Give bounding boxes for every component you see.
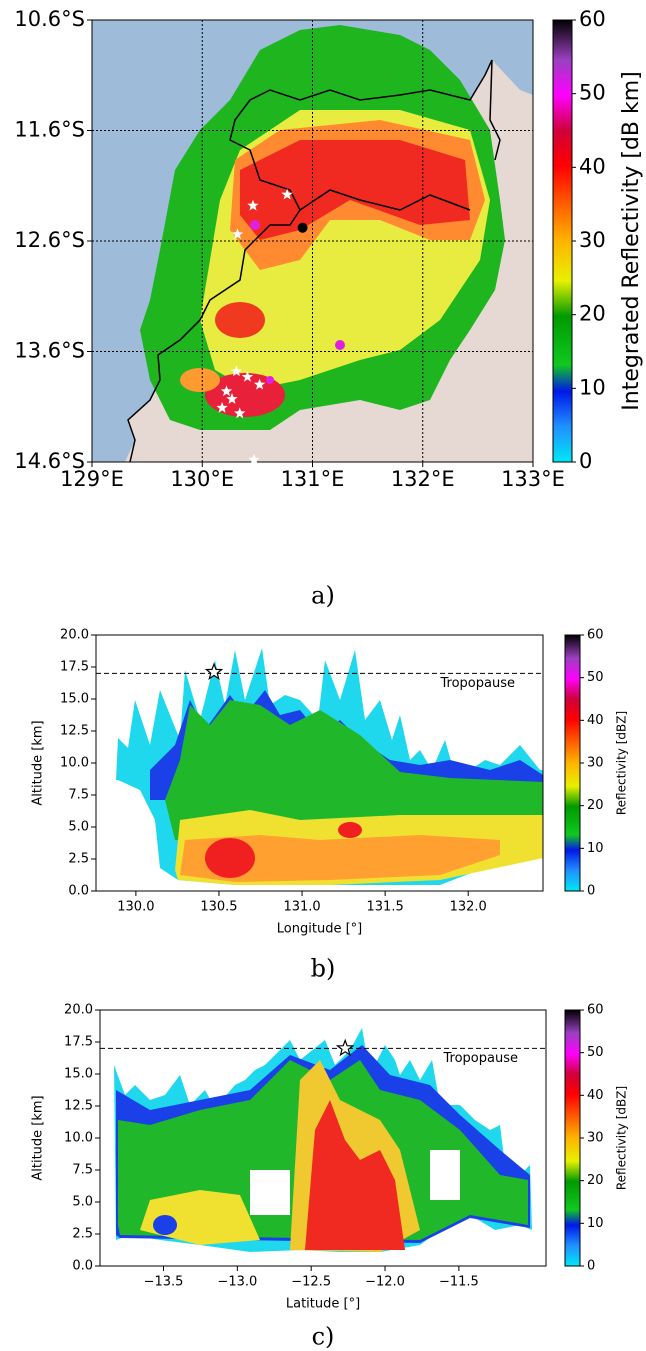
x-tick-label: 133°E [501, 467, 565, 491]
y-tick-label: 0.0 [72, 1259, 93, 1274]
colorbar-tick-label: 20 [579, 302, 606, 326]
colorbar [564, 634, 581, 892]
x-tick-label: 130.5 [200, 900, 237, 915]
colorbar-tick-label: 10 [579, 375, 606, 399]
storm-marker [234, 407, 246, 419]
colorbar-tick-label: 60 [579, 7, 606, 31]
plot-frame [95, 634, 544, 892]
storm-marker [248, 453, 260, 465]
colorbar [552, 19, 573, 463]
y-tick-label: 10.6°S [14, 7, 85, 31]
x-axis-label: Latitude [°] [286, 1297, 360, 1312]
y-tick-label: 11.6°S [14, 118, 85, 142]
x-tick-label: −13.5 [144, 1275, 184, 1290]
colorbar-label: Reflectivity [dBZ] [615, 711, 629, 815]
colorbar-tick-label: 60 [587, 1003, 604, 1018]
y-tick-label: 15.0 [60, 692, 89, 707]
colorbar-tick-label: 20 [587, 798, 604, 813]
x-tick-label: 129°E [60, 467, 124, 491]
y-tick-label: 20.0 [64, 1003, 93, 1018]
y-axis-label: Altitude [km] [31, 720, 46, 805]
plot-frame [99, 1009, 547, 1267]
x-tick-label: 132.0 [450, 900, 487, 915]
tropopause-label: Tropopause [440, 676, 515, 691]
y-tick-label: 17.5 [60, 660, 89, 675]
x-tick-label: 130.0 [117, 900, 154, 915]
radar-site [297, 222, 308, 233]
y-tick-label: 2.5 [68, 852, 89, 867]
storm-marker [231, 228, 244, 240]
storm-marker [230, 365, 243, 377]
colorbar [564, 1009, 581, 1267]
y-tick-label: 13.6°S [14, 339, 85, 363]
y-tick-label: 0.0 [68, 884, 89, 899]
storm-marker [241, 370, 254, 382]
colorbar-tick-label: 50 [579, 81, 606, 105]
colorbar-tick-label: 20 [587, 1173, 604, 1188]
y-tick-label: 5.0 [72, 1195, 93, 1210]
colorbar-tick-label: 40 [587, 713, 604, 728]
colorbar-tick-label: 50 [587, 670, 604, 685]
y-tick-label: 7.5 [72, 1163, 93, 1178]
x-tick-label: −13.0 [217, 1275, 257, 1290]
colorbar-tick-label: 10 [587, 1216, 604, 1231]
colorbar-tick-label: 30 [579, 228, 606, 252]
y-tick-label: 12.6°S [14, 228, 85, 252]
y-tick-label: 12.5 [60, 724, 89, 739]
storm-marker [281, 188, 293, 200]
x-tick-label: −11.5 [439, 1275, 479, 1290]
colorbar-tick-label: 60 [587, 628, 604, 643]
y-tick-label: 12.5 [64, 1099, 93, 1114]
storm-marker [226, 393, 238, 404]
y-tick-label: 2.5 [72, 1227, 93, 1242]
y-tick-label: 5.0 [68, 820, 89, 835]
y-tick-label: 10.0 [64, 1131, 93, 1146]
colorbar-label: Integrated Reflectivity [dB km] [619, 71, 644, 410]
storm-marker [253, 378, 266, 390]
x-axis-label: Longitude [°] [277, 922, 362, 937]
x-tick-label: 130°E [170, 467, 234, 491]
colorbar-tick-label: 40 [579, 154, 606, 178]
colorbar-tick-label: 0 [587, 884, 595, 899]
colorbar-label: Reflectivity [dBZ] [615, 1086, 629, 1190]
caption: c) [312, 1323, 335, 1351]
plot-frame [91, 19, 534, 463]
storm-marker [220, 385, 233, 397]
colorbar-tick-label: 0 [579, 449, 592, 473]
caption: b) [311, 955, 336, 983]
colorbar-tick-label: 0 [587, 1259, 595, 1274]
colorbar-tick-label: 50 [587, 1045, 604, 1060]
caption: a) [311, 582, 335, 610]
x-tick-label: −12.0 [365, 1275, 405, 1290]
colorbar-tick-label: 10 [587, 841, 604, 856]
storm-marker [247, 199, 259, 211]
y-tick-label: 17.5 [64, 1035, 93, 1050]
x-tick-label: 131.0 [283, 900, 320, 915]
overshoot-star [335, 1038, 355, 1057]
overshoot-star [204, 662, 224, 680]
y-tick-label: 20.0 [60, 628, 89, 643]
y-tick-label: 14.6°S [14, 449, 85, 473]
section-field [114, 1028, 532, 1252]
y-tick-label: 7.5 [68, 788, 89, 803]
y-axis-label: Altitude [km] [31, 1095, 46, 1180]
section-field [116, 648, 543, 885]
colorbar-tick-label: 40 [587, 1088, 604, 1103]
x-tick-label: −12.5 [291, 1275, 331, 1290]
storm-marker [216, 401, 228, 413]
colorbar-tick-label: 30 [587, 1131, 604, 1146]
x-tick-label: 132°E [391, 467, 455, 491]
x-tick-label: 131.5 [367, 900, 404, 915]
tropopause-label: Tropopause [443, 1051, 518, 1066]
y-tick-label: 10.0 [60, 756, 89, 771]
colorbar-tick-label: 30 [587, 756, 604, 771]
y-tick-label: 15.0 [64, 1067, 93, 1082]
x-tick-label: 131°E [281, 467, 345, 491]
